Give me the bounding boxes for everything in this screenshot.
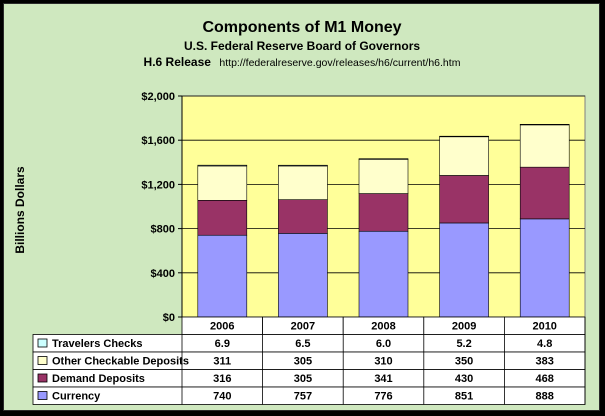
data-label: 4.8 (537, 338, 552, 350)
data-label: 6.5 (295, 338, 310, 350)
data-label: 383 (536, 356, 554, 368)
bar-travelers-checks-2008 (358, 158, 409, 160)
data-label: 341 (374, 373, 392, 385)
legend-label: Travelers Checks (52, 338, 143, 350)
data-label: 311 (213, 356, 231, 368)
bar-demand-deposits-2007 (278, 199, 328, 234)
data-label: 757 (294, 391, 312, 403)
x-category-label: 2007 (291, 321, 315, 333)
data-label: 5.2 (456, 338, 471, 350)
data-label: 6.9 (215, 338, 230, 350)
chart-subtitle: U.S. Federal Reserve Board of Governors (184, 39, 420, 53)
data-label: 468 (536, 373, 554, 385)
legend-label: Other Checkable Deposits (52, 356, 189, 368)
y-tick-label: $0 (163, 312, 175, 324)
x-category-label: 2009 (452, 321, 476, 333)
chart-title: Components of M1 Money (202, 19, 401, 36)
legend-label: Demand Deposits (52, 373, 145, 385)
bar-demand-deposits-2010 (519, 166, 570, 220)
bar-currency-2010 (519, 218, 570, 318)
chart-frame: Components of M1 Money U.S. Federal Rese… (3, 3, 600, 411)
data-label: 310 (374, 356, 392, 368)
x-category-label: 2006 (210, 321, 234, 333)
chart-source: H.6 Release http://federalreserve.gov/re… (144, 53, 461, 70)
legend-key-demand-deposits (37, 373, 48, 383)
source-label: H.6 Release (144, 55, 212, 69)
data-label: 305 (294, 356, 312, 368)
bar-travelers-checks-2009 (439, 135, 489, 138)
m1-money-chart: Components of M1 Money U.S. Federal Rese… (13, 19, 586, 405)
data-label: 305 (294, 373, 312, 385)
y-tick-label: $2,000 (141, 91, 175, 103)
source-url: http://federalreserve.gov/releases/h6/cu… (219, 57, 460, 69)
data-label: 851 (455, 391, 473, 403)
bar-demand-deposits-2008 (358, 193, 409, 232)
bar-other-checkable-deposits-2007 (278, 165, 328, 200)
y-tick-label: $1,600 (141, 135, 175, 147)
y-tick-label: $1,200 (141, 179, 175, 191)
bar-currency-2006 (197, 234, 248, 318)
data-label: 350 (455, 356, 473, 368)
bar-demand-deposits-2006 (197, 200, 248, 236)
data-label: 316 (213, 373, 231, 385)
bar-travelers-checks-2010 (519, 124, 570, 126)
legend-key-currency (37, 391, 48, 400)
data-label: 776 (374, 391, 392, 403)
data-label: 430 (455, 373, 473, 385)
bar-demand-deposits-2009 (439, 175, 489, 224)
bar-other-checkable-deposits-2009 (439, 136, 489, 176)
data-table: 2006 2007 2008 2009 2010 Travelers Checks 6.9 6… (32, 316, 586, 405)
bar-currency-2007 (278, 233, 328, 318)
bar-other-checkable-deposits-2010 (519, 124, 570, 168)
legend-label: Currency (52, 391, 101, 403)
legend-key-other-checkable-deposits (37, 356, 48, 365)
bar-other-checkable-deposits-2006 (197, 165, 248, 201)
plot-area: $0 $400 $800 $1,200 $1,600 $2,000 (141, 91, 586, 324)
bar-currency-2008 (358, 230, 409, 318)
data-label: 888 (536, 391, 554, 403)
bar-other-checkable-deposits-2008 (358, 159, 409, 194)
x-category-label: 2010 (532, 321, 556, 333)
y-tick-label: $400 (151, 268, 175, 280)
y-axis-label: Billions Dollars (13, 166, 27, 254)
legend-key-travelers-checks (37, 338, 48, 348)
data-label: 740 (213, 391, 231, 403)
y-tick-label: $800 (151, 224, 175, 236)
data-label: 6.0 (376, 338, 391, 350)
bar-travelers-checks-2007 (278, 164, 328, 167)
bar-travelers-checks-2006 (197, 164, 248, 167)
x-category-label: 2008 (371, 321, 395, 333)
bar-currency-2009 (439, 222, 489, 318)
